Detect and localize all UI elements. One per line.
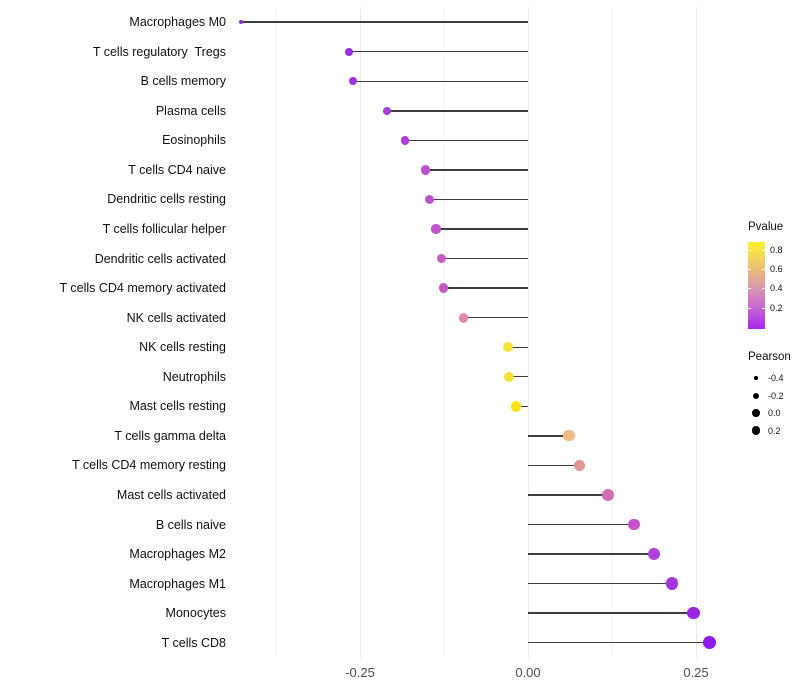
category-label: T cells CD8 bbox=[161, 635, 226, 650]
lollipop-dot bbox=[563, 430, 575, 442]
lollipop-stem bbox=[353, 80, 528, 82]
lollipop-stem bbox=[441, 257, 528, 260]
lollipop-stem bbox=[515, 405, 528, 408]
category-label: T cells CD4 memory activated bbox=[59, 281, 227, 296]
gridline-major bbox=[695, 7, 697, 658]
pvalue-tick-label: 0.4 bbox=[770, 283, 783, 294]
lollipop-dot bbox=[382, 106, 392, 116]
lollipop-stem bbox=[443, 287, 528, 289]
pearson-legend-title: Pearson bbox=[748, 351, 791, 363]
pvalue-tick-mark bbox=[762, 308, 765, 310]
lollipop-stem bbox=[429, 198, 528, 201]
lollipop-dot bbox=[502, 342, 514, 353]
lollipop-dot bbox=[687, 606, 700, 620]
lollipop-dot bbox=[436, 253, 447, 264]
pvalue-tick-mark bbox=[762, 268, 765, 270]
category-label: Eosinophils bbox=[162, 133, 226, 148]
lollipop-stem bbox=[405, 139, 528, 142]
lollipop-dot bbox=[458, 312, 469, 323]
lollipop-stem bbox=[463, 316, 528, 319]
pearson-legend-label: -0.2 bbox=[768, 390, 784, 401]
lollipop-dot bbox=[602, 489, 614, 501]
lollipop-stem bbox=[528, 642, 710, 644]
x-axis-tick-label: 0.25 bbox=[683, 665, 709, 680]
x-axis-tick-label: -0.25 bbox=[345, 665, 375, 680]
category-label: Macrophages M2 bbox=[129, 547, 226, 562]
gridline-minor bbox=[275, 7, 277, 658]
pvalue-legend-title: Pvalue bbox=[748, 221, 784, 233]
category-label: Plasma cells bbox=[155, 103, 226, 118]
lollipop-dot bbox=[574, 459, 586, 472]
lollipop-stem bbox=[528, 435, 569, 437]
pvalue-tick-mark bbox=[748, 308, 751, 310]
gridline-major bbox=[359, 7, 361, 658]
lollipop-dot bbox=[421, 165, 431, 175]
lollipop-stem bbox=[425, 169, 528, 171]
lollipop-dot bbox=[628, 518, 641, 531]
category-label: T cells CD4 naive bbox=[128, 162, 226, 177]
lollipop-stem bbox=[528, 582, 672, 585]
pvalue-tick-mark bbox=[762, 288, 765, 290]
category-label: Neutrophils bbox=[162, 369, 226, 384]
pvalue-tick-mark bbox=[748, 250, 751, 251]
category-label: B cells naive bbox=[155, 517, 226, 532]
lollipop-dot bbox=[239, 20, 243, 25]
lollipop-dot bbox=[703, 636, 716, 650]
lollipop-dot bbox=[438, 283, 449, 293]
pearson-legend-label: 0.0 bbox=[768, 408, 781, 418]
pearson-legend-dot bbox=[753, 392, 759, 399]
lollipop-stem bbox=[386, 110, 528, 112]
pearson-legend-dot bbox=[754, 376, 758, 380]
pearson-legend-dot bbox=[751, 426, 761, 435]
lollipop-dot bbox=[349, 77, 358, 86]
category-label: Macrophages M0 bbox=[129, 15, 226, 30]
lollipop-stem bbox=[435, 228, 528, 230]
lollipop-stem bbox=[241, 21, 528, 23]
pvalue-colorbar bbox=[748, 242, 765, 329]
lollipop-dot bbox=[431, 224, 441, 234]
pvalue-tick-label: 0.2 bbox=[770, 303, 783, 314]
pvalue-tick-label: 0.8 bbox=[770, 245, 783, 255]
category-label: Macrophages M1 bbox=[129, 576, 226, 591]
lollipop-dot bbox=[665, 577, 678, 590]
gridline-minor bbox=[443, 7, 445, 658]
pearson-legend-label: -0.4 bbox=[768, 373, 784, 383]
x-axis-tick-label: 0.00 bbox=[515, 665, 541, 680]
gridline-minor bbox=[611, 7, 613, 658]
lollipop-dot bbox=[648, 548, 661, 561]
pvalue-tick-mark bbox=[748, 288, 751, 290]
lollipop-stem bbox=[509, 376, 528, 378]
category-label: B cells memory bbox=[140, 74, 226, 89]
pearson-legend-label: 0.2 bbox=[768, 425, 781, 436]
lollipop-dot bbox=[400, 135, 410, 145]
lollipop-dot bbox=[510, 401, 522, 412]
lollipop-dot bbox=[503, 371, 515, 382]
category-label: T cells gamma delta bbox=[114, 428, 226, 443]
category-label: NK cells resting bbox=[139, 340, 226, 355]
lollipop-stem bbox=[528, 464, 580, 467]
category-label: Dendritic cells resting bbox=[107, 192, 226, 207]
lollipop-stem bbox=[528, 612, 694, 614]
category-label: Dendritic cells activated bbox=[94, 251, 226, 266]
pearson-legend-dot bbox=[752, 409, 760, 417]
pvalue-tick-label: 0.6 bbox=[770, 263, 783, 274]
pvalue-tick-mark bbox=[762, 250, 765, 251]
lollipop-dot bbox=[424, 194, 434, 205]
category-label: T cells CD4 memory resting bbox=[72, 458, 226, 473]
category-label: T cells regulatory Tregs bbox=[92, 44, 226, 59]
category-label: Monocytes bbox=[165, 606, 226, 621]
lollipop-dot bbox=[345, 47, 354, 56]
category-label: Mast cells resting bbox=[129, 399, 226, 414]
lollipop-stem bbox=[349, 51, 528, 53]
pvalue-tick-mark bbox=[748, 268, 751, 270]
category-label: Mast cells activated bbox=[116, 487, 226, 502]
lollipop-stem bbox=[528, 494, 608, 496]
lollipop-stem bbox=[528, 523, 635, 526]
lollipop-stem bbox=[528, 553, 655, 555]
gridline-major bbox=[527, 7, 529, 658]
category-label: NK cells activated bbox=[126, 310, 226, 325]
category-label: T cells follicular helper bbox=[102, 222, 226, 237]
lollipop-stem bbox=[507, 346, 528, 348]
